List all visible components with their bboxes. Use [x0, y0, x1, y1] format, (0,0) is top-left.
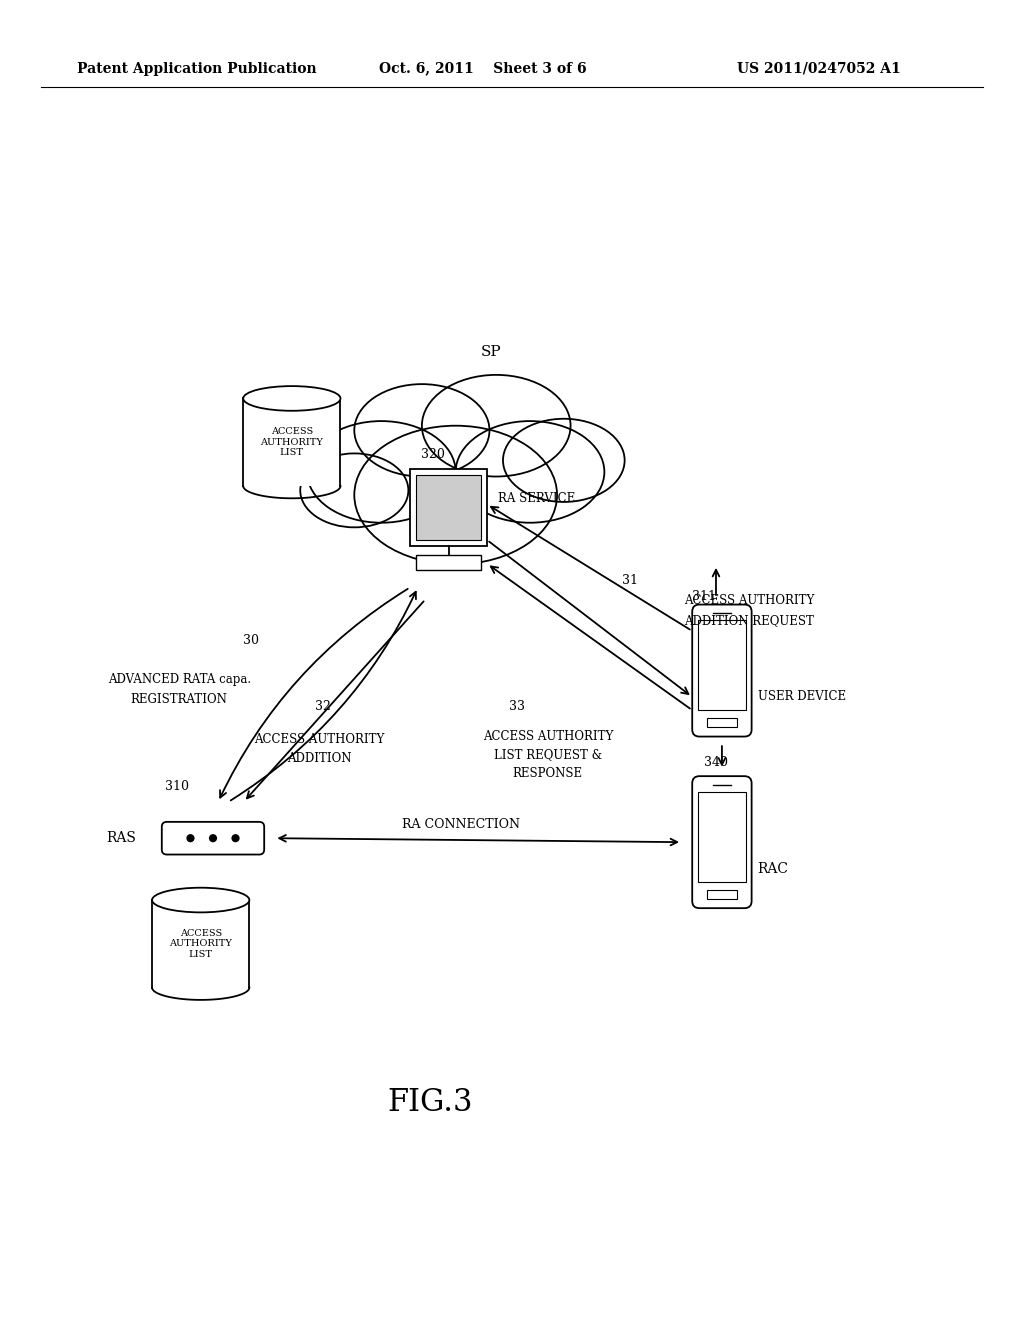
Ellipse shape — [244, 385, 340, 411]
Text: RA CONNECTION: RA CONNECTION — [401, 818, 520, 832]
Text: FIG.3: FIG.3 — [387, 1086, 473, 1118]
Bar — [244, 399, 340, 486]
Bar — [707, 718, 737, 727]
Circle shape — [209, 834, 217, 842]
Text: ACCESS
AUTHORITY
LIST: ACCESS AUTHORITY LIST — [169, 929, 232, 958]
Text: 32: 32 — [314, 700, 331, 713]
Text: SP: SP — [481, 345, 502, 359]
Text: ACCESS AUTHORITY: ACCESS AUTHORITY — [684, 594, 814, 607]
FancyBboxPatch shape — [692, 776, 752, 908]
Ellipse shape — [503, 418, 625, 502]
Text: RA SERVICE: RA SERVICE — [499, 492, 575, 504]
Bar — [698, 620, 745, 710]
Ellipse shape — [153, 887, 250, 912]
FancyBboxPatch shape — [162, 822, 264, 854]
Text: Oct. 6, 2011    Sheet 3 of 6: Oct. 6, 2011 Sheet 3 of 6 — [379, 62, 587, 75]
Bar — [698, 792, 745, 882]
Ellipse shape — [456, 421, 604, 523]
Bar — [707, 890, 737, 899]
Text: REGISTRATION: REGISTRATION — [131, 693, 227, 706]
Text: ADDITION REQUEST: ADDITION REQUEST — [684, 614, 814, 627]
Ellipse shape — [307, 421, 456, 523]
Text: ADDITION: ADDITION — [288, 752, 351, 766]
Circle shape — [186, 834, 195, 842]
Text: RAC: RAC — [758, 862, 788, 875]
Text: 311: 311 — [692, 590, 716, 603]
Text: US 2011/0247052 A1: US 2011/0247052 A1 — [737, 62, 901, 75]
Bar — [416, 475, 481, 540]
Text: ACCESS
AUTHORITY
LIST: ACCESS AUTHORITY LIST — [260, 428, 324, 457]
Text: RESPONSE: RESPONSE — [513, 767, 583, 780]
Text: 320: 320 — [421, 447, 445, 461]
Ellipse shape — [422, 375, 570, 477]
Bar — [153, 900, 250, 987]
Ellipse shape — [300, 453, 409, 528]
Text: RAS: RAS — [106, 832, 136, 845]
Text: Patent Application Publication: Patent Application Publication — [77, 62, 316, 75]
FancyBboxPatch shape — [692, 605, 752, 737]
Bar — [416, 556, 481, 570]
Text: USER DEVICE: USER DEVICE — [758, 690, 846, 704]
Text: 33: 33 — [509, 700, 525, 713]
Text: LIST REQUEST &: LIST REQUEST & — [494, 748, 602, 762]
Ellipse shape — [354, 425, 557, 565]
Text: 30: 30 — [243, 634, 259, 647]
Circle shape — [231, 834, 240, 842]
Ellipse shape — [354, 384, 489, 477]
Text: 310: 310 — [165, 780, 189, 792]
Bar — [410, 469, 487, 546]
Text: ACCESS AUTHORITY: ACCESS AUTHORITY — [254, 733, 385, 746]
Text: 31: 31 — [622, 574, 638, 587]
Text: ACCESS AUTHORITY: ACCESS AUTHORITY — [482, 730, 613, 743]
Text: ADVANCED RATA capa.: ADVANCED RATA capa. — [108, 673, 251, 686]
Text: 340: 340 — [703, 756, 728, 770]
